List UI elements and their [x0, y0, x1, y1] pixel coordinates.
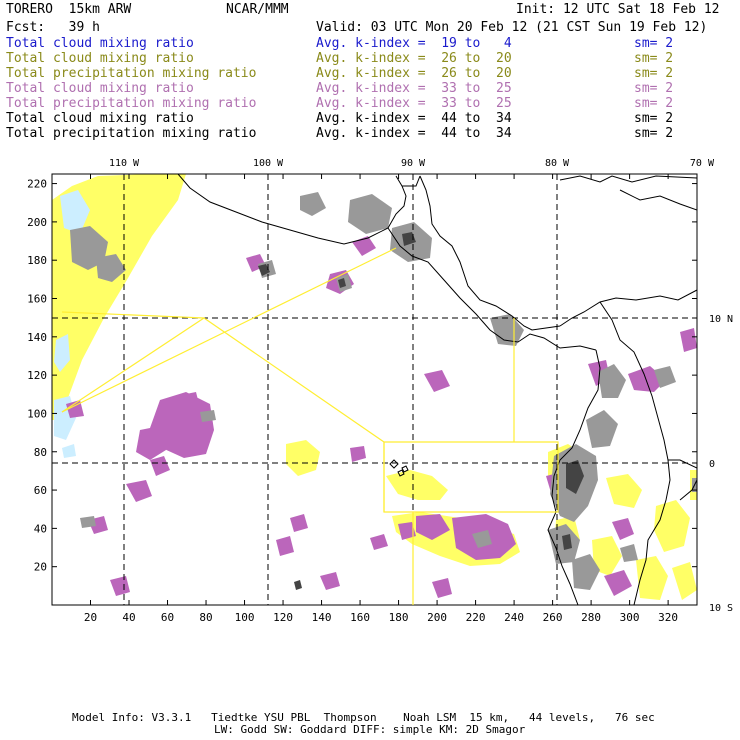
legend-row: Total precipitation mixing ratio Avg. k-i… [6, 126, 736, 141]
y-tick-label: 80 [34, 446, 47, 459]
y-tick-label: 100 [27, 407, 47, 420]
y-tick-label: 40 [34, 522, 47, 535]
analysis-boxes [61, 247, 559, 605]
legend-field-name: Total precipitation mixing ratio [6, 96, 257, 111]
y-tick-label: 60 [34, 484, 47, 497]
legend-smoothing: sm= 2 [634, 36, 674, 51]
x-tick-label: 140 [312, 611, 332, 624]
longitude-label: 70 W [690, 158, 715, 169]
legend-field-name: Total precipitation mixing ratio [6, 66, 257, 81]
longitude-label: 80 W [545, 158, 570, 169]
legend-k-index: Avg. k-index = 44 to 34 [316, 111, 512, 126]
x-tick-label: 200 [427, 611, 447, 624]
x-tick-label: 300 [620, 611, 640, 624]
y-tick-label: 200 [27, 216, 47, 229]
y-tick-label: 220 [27, 178, 47, 191]
x-tick-label: 180 [389, 611, 409, 624]
lat-lon-grid [52, 174, 697, 605]
legend-field-name: Total cloud mixing ratio [6, 36, 194, 51]
legend-field-name: Total cloud mixing ratio [6, 51, 194, 66]
yellow-cloud-field [52, 174, 697, 600]
legend-k-index: Avg. k-index = 44 to 34 [316, 126, 512, 141]
longitude-label: 90 W [401, 158, 426, 169]
legend-smoothing: sm= 2 [634, 126, 674, 141]
x-tick-label: 220 [466, 611, 486, 624]
legend-row: Total cloud mixing ratio Avg. k-index = 3… [6, 81, 736, 96]
x-tick-label: 280 [581, 611, 601, 624]
x-tick-label: 40 [122, 611, 135, 624]
y-tick-label: 120 [27, 369, 47, 382]
y-tick-label: 20 [34, 561, 47, 574]
x-tick-label: 240 [504, 611, 524, 624]
x-tick-label: 60 [161, 611, 174, 624]
legend-field-name: Total cloud mixing ratio [6, 111, 194, 126]
organization: NCAR/MMM [226, 2, 289, 17]
longitude-label: 110 W [109, 158, 140, 169]
legend-k-index: Avg. k-index = 26 to 20 [316, 51, 512, 66]
legend-smoothing: sm= 2 [634, 66, 674, 81]
x-tick-label: 160 [350, 611, 370, 624]
longitude-labels: 110 W 100 W 90 W 80 W 70 W [109, 158, 715, 169]
gray-cloud-field [70, 192, 697, 590]
legend-field-name: Total precipitation mixing ratio [6, 126, 257, 141]
legend-row: Total cloud mixing ratio Avg. k-index = 2… [6, 51, 736, 66]
legend-k-index: Avg. k-index = 33 to 25 [316, 96, 512, 111]
x-tick-label: 120 [273, 611, 293, 624]
legend-row: Total cloud mixing ratio Avg. k-index = 4… [6, 111, 736, 126]
physics-info: LW: Godd SW: Goddard DIFF: simple KM: 2D… [214, 723, 526, 736]
x-tick-label: 80 [199, 611, 212, 624]
legend-row: Total precipitation mixing ratio Avg. k-i… [6, 66, 736, 81]
longitude-label: 100 W [253, 158, 284, 169]
x-tick-label: 100 [235, 611, 255, 624]
legend-k-index: Avg. k-index = 33 to 25 [316, 81, 512, 96]
forecast-hour: Fcst: 39 h [6, 20, 100, 35]
legend-row: Total cloud mixing ratio Avg. k-index = 1… [6, 36, 736, 51]
latitude-label: 10 S [709, 603, 733, 614]
model-name: TORERO 15km ARW [6, 2, 132, 17]
latitude-label: 10 N [709, 314, 733, 325]
init-time: Init: 12 UTC Sat 18 Feb 12 [516, 2, 720, 17]
coastlines [177, 174, 697, 605]
x-axis-ticks: 20 40 60 80 100 120 140 160 180 200 220 240 260 280 30… [84, 174, 678, 624]
latitude-label: 0 [709, 459, 715, 470]
y-tick-label: 160 [27, 293, 47, 306]
model-info: Model Info: V3.3.1 Tiedtke YSU PBL Thomp… [72, 711, 655, 724]
latitude-labels: 10 N 0 10 S [709, 314, 733, 614]
legend-smoothing: sm= 2 [634, 51, 674, 66]
map-frame [51, 173, 698, 606]
y-tick-label: 140 [27, 331, 47, 344]
legend-row: Total precipitation mixing ratio Avg. k-i… [6, 96, 736, 111]
x-tick-label: 260 [543, 611, 563, 624]
legend-smoothing: sm= 2 [634, 81, 674, 96]
y-tick-label: 180 [27, 254, 47, 267]
legend-smoothing: sm= 2 [634, 96, 674, 111]
valid-time: Valid: 03 UTC Mon 20 Feb 12 (21 CST Sun … [316, 20, 708, 35]
legend-smoothing: sm= 2 [634, 111, 674, 126]
y-axis-ticks: 20 40 60 80 100 120 140 160 180 200 220 [27, 178, 697, 574]
x-tick-label: 320 [658, 611, 678, 624]
legend-k-index: Avg. k-index = 19 to 4 [316, 36, 512, 51]
legend-k-index: Avg. k-index = 26 to 20 [316, 66, 512, 81]
x-tick-label: 20 [84, 611, 97, 624]
legend-field-name: Total cloud mixing ratio [6, 81, 194, 96]
